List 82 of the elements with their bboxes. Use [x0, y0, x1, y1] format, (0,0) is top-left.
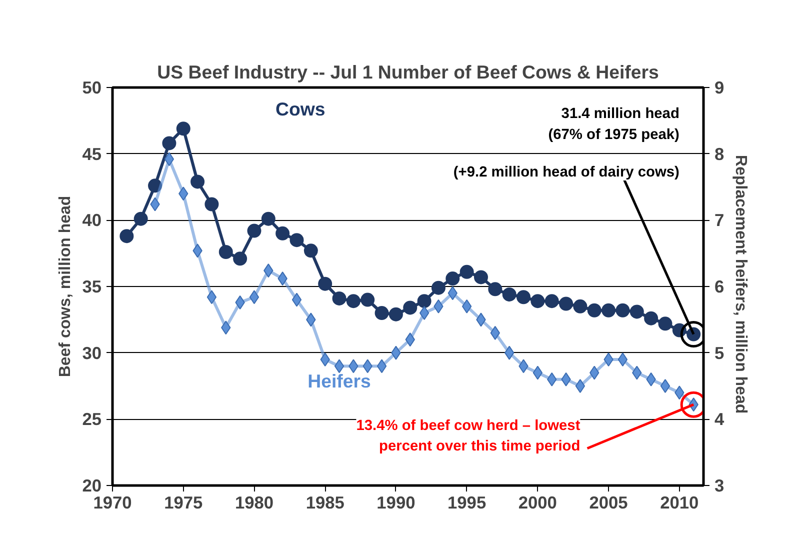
annotation: 13.4% of beef cow herd – lowest percent over this time period	[356, 418, 580, 455]
point	[204, 197, 219, 212]
point	[544, 294, 559, 308]
point	[460, 264, 474, 279]
point	[334, 359, 344, 374]
x-tick-label: 2005	[589, 492, 628, 512]
point	[602, 303, 616, 318]
point	[218, 245, 233, 259]
chart-title: US Beef Industry -- Jul 1 Number of Beef Cows & Heifers	[157, 62, 659, 82]
point	[206, 290, 217, 304]
y-axis-title: Beef cows, million head	[57, 196, 74, 378]
point	[573, 299, 588, 314]
y2-tick-label: 7	[714, 210, 724, 230]
y2-axis-title: Replacement heifers, million head	[732, 154, 750, 414]
x-tick-label: 2010	[660, 492, 699, 512]
x-tick-label: 1995	[448, 492, 486, 512]
point	[446, 272, 460, 286]
x-tick-label: 1985	[306, 492, 345, 512]
y-tick-label: 40	[82, 210, 102, 230]
y2-tick-label: 8	[714, 144, 724, 164]
point	[658, 316, 672, 331]
x-tick-label: 1970	[93, 492, 132, 512]
point	[164, 152, 174, 166]
point	[419, 306, 430, 320]
point	[120, 229, 134, 244]
y-tick-label: 45	[82, 144, 102, 164]
x-tick-label: 2000	[518, 492, 557, 512]
point	[332, 291, 346, 306]
y2-tick-label: 3	[714, 476, 724, 496]
point	[502, 287, 516, 302]
y2-tick-label: 5	[714, 342, 724, 363]
point	[176, 122, 190, 136]
point	[431, 280, 446, 295]
y-tick-label: 25	[82, 409, 102, 430]
point	[388, 307, 403, 322]
point	[559, 296, 574, 311]
point	[318, 276, 332, 291]
point	[474, 270, 488, 284]
point	[376, 359, 387, 374]
annotation: 31.4 million head (67% of 1975 peak)	[548, 106, 680, 143]
y-tick-label: 50	[82, 78, 102, 98]
y2-tick-label: 4	[714, 409, 724, 430]
point	[290, 233, 304, 248]
point	[516, 290, 531, 304]
point	[532, 366, 543, 380]
text: Cows	[275, 98, 326, 120]
point	[530, 294, 545, 308]
point	[190, 174, 205, 189]
point	[644, 311, 658, 326]
point	[261, 212, 276, 226]
point	[462, 299, 472, 314]
point	[587, 303, 602, 318]
point	[360, 292, 375, 307]
point	[403, 300, 418, 315]
point	[249, 290, 260, 304]
point	[233, 252, 248, 266]
point	[247, 224, 262, 238]
point	[292, 292, 302, 307]
point	[134, 212, 148, 226]
y2-tick-label: 9	[714, 78, 724, 98]
point	[304, 244, 318, 258]
y-tick-label: 30	[82, 342, 102, 363]
point	[616, 303, 630, 318]
annotation: (+9.2 million head of dairy cows)	[453, 164, 680, 180]
point	[276, 226, 290, 240]
point	[346, 294, 360, 308]
point	[618, 352, 628, 366]
x-tick-label: 1975	[164, 492, 203, 512]
x-tick-label: 1990	[376, 492, 416, 512]
point	[162, 136, 176, 150]
y-tick-label: 20	[82, 476, 102, 496]
point	[148, 178, 162, 193]
point	[630, 304, 644, 319]
y-tick-label: 35	[82, 276, 102, 296]
point	[488, 282, 502, 296]
point	[660, 379, 670, 393]
point	[374, 306, 389, 320]
series-label: Heifers	[308, 370, 371, 392]
y2-tick-label: 6	[714, 276, 724, 296]
point	[417, 294, 432, 308]
x-tick-label: 1980	[234, 492, 274, 512]
point	[575, 379, 586, 393]
